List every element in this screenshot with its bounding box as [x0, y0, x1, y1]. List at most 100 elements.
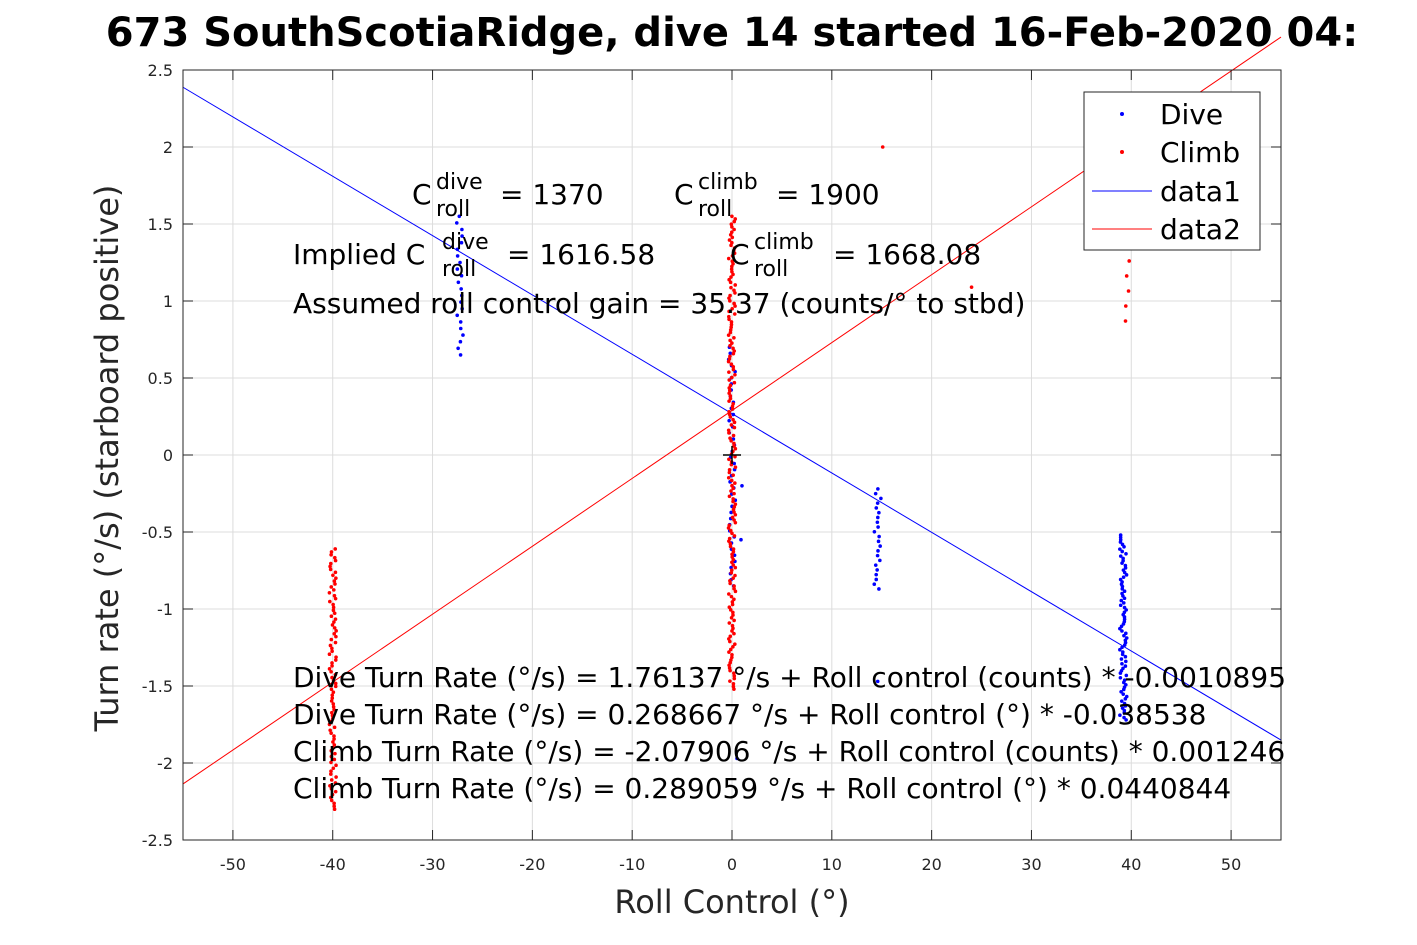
series-climb [327, 145, 1131, 811]
data-point [727, 399, 731, 403]
data-point [333, 684, 338, 689]
data-point [332, 801, 336, 806]
data-point [1121, 568, 1126, 572]
data-point [727, 378, 732, 382]
data-point [969, 285, 974, 289]
legend: Dive Climb data1 data2 [1083, 91, 1261, 251]
data-point [332, 725, 337, 730]
data-point [733, 502, 738, 506]
data-point [459, 287, 463, 291]
data-point [459, 273, 464, 278]
data-point [332, 737, 336, 741]
data-point [330, 792, 335, 797]
y-tick-label: -2.5 [142, 831, 173, 850]
data-point [1122, 701, 1127, 706]
equation-line: Dive Turn Rate (°/s) = 0.268667 °/s + Ro… [293, 698, 1206, 731]
data-point [733, 642, 737, 646]
data-point [328, 643, 333, 648]
data-point [328, 567, 333, 572]
data-point [332, 579, 337, 583]
data-point [1124, 718, 1128, 722]
data-point [731, 610, 735, 615]
data-point [330, 664, 334, 668]
data-point [732, 301, 736, 306]
data-point [329, 552, 333, 557]
data-point [733, 454, 737, 459]
data-point [873, 563, 878, 567]
data-point [876, 525, 880, 529]
data-point [729, 285, 733, 290]
x-tick-label: -40 [320, 855, 346, 874]
data-point [726, 637, 731, 641]
data-point [731, 433, 736, 438]
y-tick-label: 2 [163, 138, 173, 157]
data-point [330, 693, 335, 697]
data-point [332, 757, 337, 762]
data-point [1120, 645, 1124, 650]
data-point [728, 679, 732, 683]
data-point [732, 676, 737, 681]
data-point [1119, 690, 1123, 694]
data-point [332, 620, 336, 624]
data-point [1124, 682, 1128, 687]
c-dive-base: C [412, 178, 432, 211]
data-point [333, 582, 337, 586]
data-point [728, 578, 732, 583]
data-point [332, 588, 336, 592]
data-point [329, 585, 334, 589]
data-point [728, 396, 733, 401]
chart-title: 673 SouthScotiaRidge, dive 14 started 16… [106, 10, 1358, 56]
data-point [333, 640, 338, 645]
annotation-implied: Implied C dive roll = 1616.58 C climb ro… [293, 230, 981, 282]
data-point [1118, 547, 1122, 551]
data-point [727, 470, 732, 475]
legend-marker-dive [1120, 112, 1124, 116]
data-point [1120, 549, 1125, 554]
data-point [332, 707, 336, 712]
implied-dive-sup: dive [442, 230, 489, 255]
data-point [1118, 713, 1122, 718]
data-point [727, 457, 731, 462]
c-climb-value: = 1900 [776, 178, 880, 211]
data-point [1118, 577, 1123, 582]
data-point [327, 591, 332, 595]
legend-item-climb: Climb [1120, 136, 1240, 169]
data-point [327, 667, 332, 671]
data-point [334, 763, 338, 768]
data-point [727, 605, 732, 610]
data-point [456, 280, 461, 285]
data-point [328, 795, 333, 800]
data-point [730, 515, 735, 520]
data-point [329, 769, 333, 773]
data-point [332, 804, 336, 809]
annotation-c-dive: C dive roll = 1370 [412, 170, 604, 222]
data-point [1119, 598, 1124, 603]
data-point [876, 539, 881, 544]
data-point [732, 246, 737, 250]
data-point [329, 760, 333, 765]
data-point [728, 338, 732, 343]
data-point [330, 716, 335, 721]
data-point [732, 441, 736, 446]
data-point [728, 280, 733, 285]
data-point [732, 631, 736, 636]
data-point [332, 743, 337, 747]
data-point [1121, 556, 1125, 561]
data-point [729, 423, 734, 427]
data-point [455, 267, 460, 271]
c-climb-base: C [674, 178, 694, 211]
equation-line: Dive Turn Rate (°/s) = 1.76137 °/s + Rol… [293, 661, 1286, 694]
data-point [334, 775, 338, 779]
data-point [1126, 289, 1131, 293]
data-point [731, 576, 735, 580]
data-point [731, 563, 736, 567]
implied-climb-value: = 1668.08 [833, 238, 981, 271]
data-point [730, 483, 734, 488]
data-point [731, 613, 735, 617]
data-point [732, 584, 736, 588]
data-point [730, 407, 735, 411]
data-point [460, 234, 464, 238]
y-tick-label: -1.5 [142, 677, 173, 696]
data-point [728, 528, 733, 533]
y-tick-label: 0.5 [148, 369, 173, 388]
